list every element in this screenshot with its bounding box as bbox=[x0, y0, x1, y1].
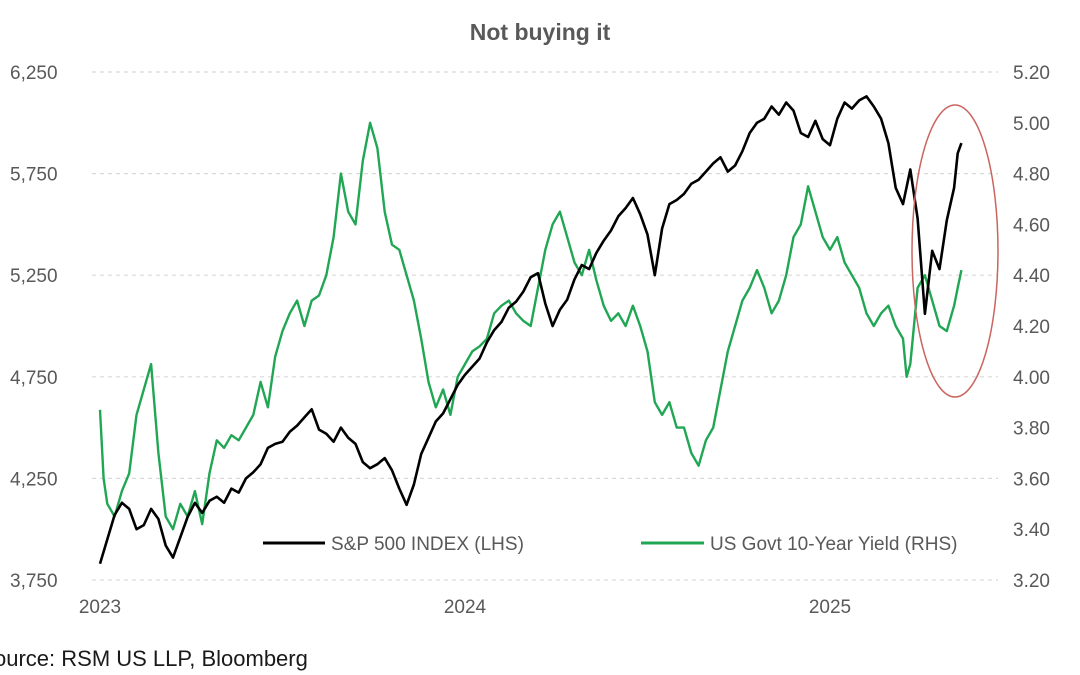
left-tick-label: 6,250 bbox=[10, 63, 58, 84]
yield-line bbox=[98, 121, 963, 531]
right-tick-label: 5.00 bbox=[1013, 114, 1050, 135]
right-tick-label: 4.80 bbox=[1013, 165, 1050, 186]
chart-title: Not buying it bbox=[470, 19, 611, 45]
left-tick-label: 5,250 bbox=[10, 266, 58, 287]
x-tick-label: 2024 bbox=[444, 597, 487, 618]
sp500-line bbox=[98, 95, 963, 565]
x-tick-label: 2023 bbox=[79, 597, 121, 618]
x-axis-ticks: 2023 2024 2025 bbox=[79, 597, 851, 618]
right-tick-label: 3.20 bbox=[1013, 571, 1050, 592]
left-tick-label: 4,250 bbox=[10, 469, 58, 490]
right-tick-label: 4.00 bbox=[1013, 368, 1050, 389]
legend-yield-label: US Govt 10-Year Yield (RHS) bbox=[710, 534, 957, 555]
legend-sp500-label: S&P 500 INDEX (LHS) bbox=[331, 534, 524, 555]
highlight-ellipse bbox=[911, 104, 999, 398]
left-tick-label: 5,750 bbox=[10, 165, 58, 186]
left-tick-label: 3,750 bbox=[10, 571, 58, 592]
legend: S&P 500 INDEX (LHS) US Govt 10-Year Yield… bbox=[263, 534, 957, 555]
left-tick-label: 4,750 bbox=[10, 368, 58, 389]
right-tick-label: 3.60 bbox=[1013, 469, 1050, 490]
right-tick-label: 5.20 bbox=[1013, 63, 1050, 84]
source-note: ource: RSM US LLP, Bloomberg bbox=[0, 646, 308, 671]
right-tick-label: 4.40 bbox=[1013, 266, 1050, 287]
right-tick-label: 3.80 bbox=[1013, 419, 1050, 440]
gridlines bbox=[92, 71, 998, 581]
left-axis-ticks: 3,750 4,250 4,750 5,250 5,750 6,250 bbox=[10, 63, 58, 592]
x-tick-label: 2025 bbox=[809, 597, 851, 618]
series-lines bbox=[98, 95, 963, 565]
right-tick-label: 4.20 bbox=[1013, 317, 1050, 338]
right-axis-ticks: 3.20 3.40 3.60 3.80 4.00 4.20 4.40 4.60 4.80 5.00… bbox=[1013, 63, 1050, 592]
right-tick-label: 4.60 bbox=[1013, 215, 1050, 236]
right-tick-label: 3.40 bbox=[1013, 520, 1050, 541]
